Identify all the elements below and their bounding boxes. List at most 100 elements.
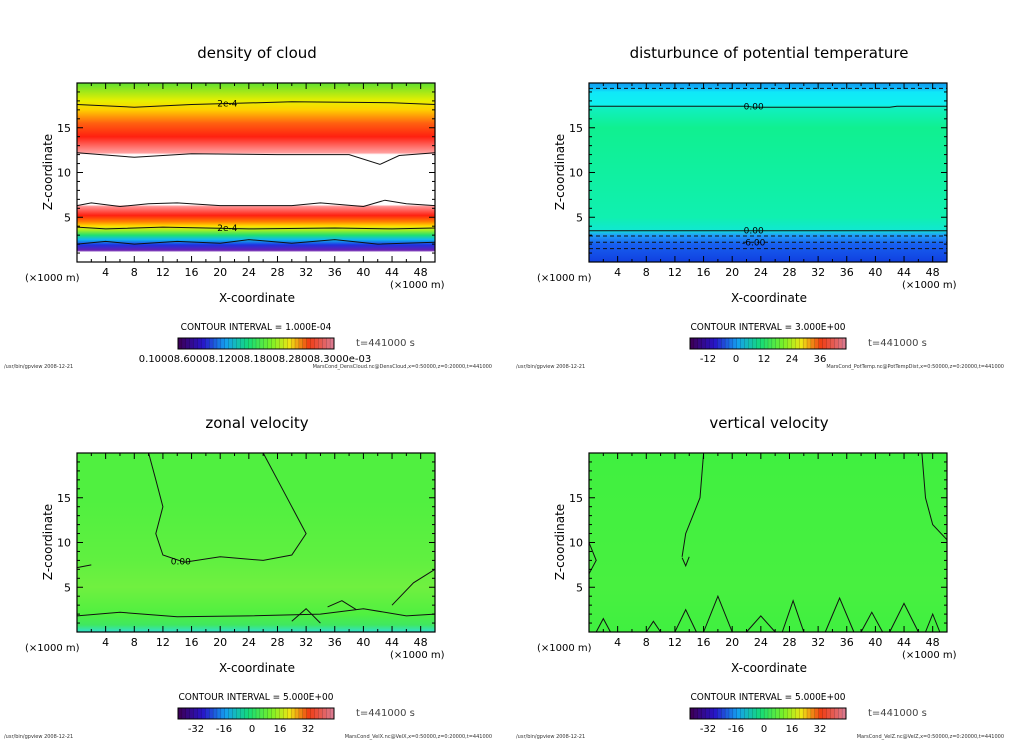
colorbar-cell <box>209 337 214 350</box>
colorbar-cell <box>767 337 773 350</box>
colorbar-cell <box>701 707 707 720</box>
x-tick-label: 28 <box>270 636 284 649</box>
colorbar <box>689 337 847 350</box>
colorbar-cell <box>775 707 781 720</box>
colorbar-cell <box>322 707 327 720</box>
y-axis-label: Z-coordinate <box>553 134 567 210</box>
colorbar-cell <box>775 337 781 350</box>
colorbar-cell <box>201 707 206 720</box>
colorbar-cell <box>177 337 183 350</box>
colorbar-cell <box>799 337 804 350</box>
colorbar-cell <box>802 337 808 350</box>
panel-title: vertical velocity <box>709 414 828 432</box>
colorbar-cell <box>228 337 234 350</box>
colorbar-cell <box>771 337 777 350</box>
heatmap-field <box>589 83 947 262</box>
colorbar-cell <box>271 337 276 350</box>
panel-2: disturbunce of potential temperature 0.00… <box>516 44 1004 370</box>
colorbar-cell <box>697 707 703 720</box>
colorbar-cell <box>298 707 304 720</box>
y-tick-label: 15 <box>57 492 71 505</box>
colorbar-cell <box>826 707 831 720</box>
x-tick-label: 20 <box>213 266 227 279</box>
colorbar-tick-labels: 0.10008.60008.12008.18008.28008.3000e-03 <box>139 354 371 365</box>
footer-program: /usr/bin/gpview 2008-12-21 <box>516 364 585 370</box>
colorbar-cell <box>783 707 788 720</box>
contour-line <box>681 452 705 557</box>
time-label: t=441000 s <box>868 338 927 349</box>
contour-interval: CONTOUR INTERVAL = 5.000E+00 <box>179 692 334 703</box>
colorbar-cell <box>767 707 773 720</box>
x-axis-label: X-coordinate <box>731 661 807 675</box>
colorbar-cell <box>697 337 703 350</box>
colorbar-cell <box>791 707 796 720</box>
contour-line <box>76 608 436 618</box>
colorbar-cell <box>197 707 202 720</box>
colorbar-cell <box>255 707 261 720</box>
footer-source: MarsCond_VelX.nc@VelX,x=0:50000,z=0:2000… <box>345 734 492 740</box>
colorbar-cell <box>791 337 796 350</box>
colorbar <box>177 707 335 720</box>
colorbar-cell <box>185 707 191 720</box>
colorbar-cell <box>728 337 734 350</box>
colorbar-tick-label: -16 <box>728 724 744 735</box>
colorbar-cell <box>232 337 237 350</box>
colorbar-cell <box>326 337 331 350</box>
y-tick-label: 5 <box>576 211 583 224</box>
x-tick-label: 48 <box>926 636 940 649</box>
colorbar-cell <box>322 337 327 350</box>
colorbar-cell <box>287 707 292 720</box>
contour-line <box>746 615 776 633</box>
y-axis-label: Z-coordinate <box>553 504 567 580</box>
colorbar-cell <box>240 707 245 720</box>
colorbar-cell <box>302 337 308 350</box>
colorbar-cell <box>177 707 183 720</box>
colorbar-cell <box>283 707 288 720</box>
y-tick-label: 15 <box>57 122 71 135</box>
heatmap-field <box>77 83 435 262</box>
colorbar-cell <box>220 707 226 720</box>
colorbar-cell <box>294 707 300 720</box>
colorbar-cell <box>709 337 714 350</box>
x-tick-label: 36 <box>840 636 854 649</box>
colorbar-tick-label: -32 <box>700 724 716 735</box>
colorbar-tick-label: 32 <box>302 724 315 735</box>
x-tick-label: 24 <box>242 266 256 279</box>
contour-interval: CONTOUR INTERVAL = 3.000E+00 <box>691 322 846 333</box>
colorbar-cell <box>810 707 816 720</box>
colorbar-cell <box>318 707 323 720</box>
colorbar-cell <box>838 707 843 720</box>
colorbar-cell <box>306 707 312 720</box>
contour-interval: CONTOUR INTERVAL = 5.000E+00 <box>691 692 846 703</box>
time-label: t=441000 s <box>868 708 927 719</box>
colorbar-cell <box>287 337 292 350</box>
contour-line <box>824 596 855 633</box>
colorbar-cell <box>267 707 273 720</box>
x-tick-label: 32 <box>811 266 825 279</box>
x-tick-label: 40 <box>356 636 370 649</box>
colorbar-cell <box>779 707 785 720</box>
colorbar-cell <box>318 337 323 350</box>
colorbar-cell <box>251 337 257 350</box>
colorbar-cell <box>701 337 707 350</box>
colorbar-cell <box>763 337 769 350</box>
colorbar-cell <box>224 707 230 720</box>
contour-line <box>781 599 805 633</box>
contour-line <box>76 226 436 230</box>
colorbar-cell <box>201 337 206 350</box>
x-unit-right: (×1000 m) <box>390 650 445 661</box>
contour-line <box>291 608 321 624</box>
colorbar-tick-label: 32 <box>814 724 827 735</box>
colorbar-cell <box>721 707 726 720</box>
contour-line <box>595 617 611 633</box>
colorbar-frame <box>689 707 847 720</box>
colorbar-cell <box>748 707 753 720</box>
colorbar-cell <box>263 707 269 720</box>
y-tick-label: 10 <box>569 537 583 550</box>
colorbar-cell <box>724 337 730 350</box>
colorbar-cell <box>806 337 812 350</box>
colorbar-cell <box>732 707 738 720</box>
colorbar-cell <box>693 707 699 720</box>
contour-line <box>674 608 697 633</box>
x-unit-right: (×1000 m) <box>902 280 957 291</box>
